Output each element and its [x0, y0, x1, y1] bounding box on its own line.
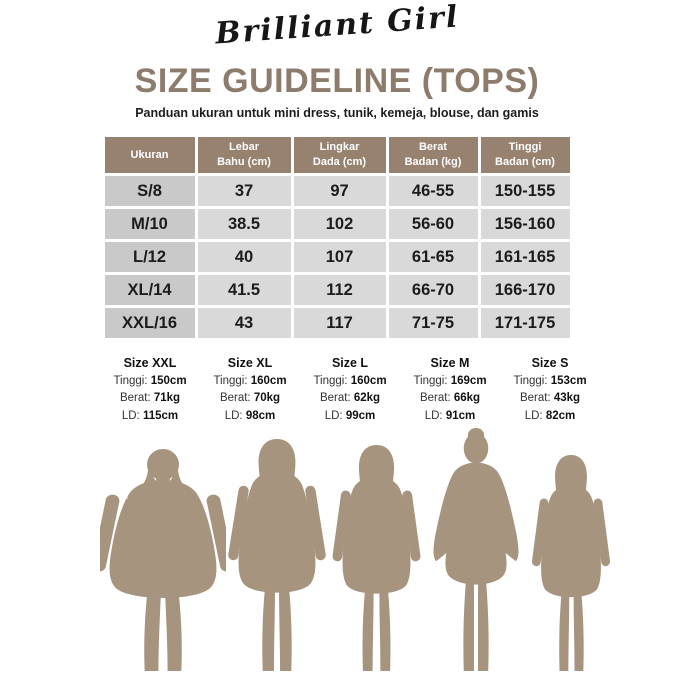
size-cell: S/8: [104, 176, 195, 206]
ld-spec: LD: 82cm: [524, 409, 576, 422]
size-card-s: Size S Tinggi: 153cm Berat: 43kg LD: 82c…: [500, 356, 600, 425]
brand-logo: Brilliant Girl: [213, 0, 461, 52]
tinggi-badan-cell: 166-170: [480, 275, 570, 305]
berat-badan-cell: 61-65: [388, 242, 478, 272]
lebar-bahu-cell: 40: [197, 242, 291, 272]
col-header-tinggi-badan: Tinggi Badan (cm): [480, 137, 570, 173]
page-title: SIZE GUIDELINE (TOPS): [134, 62, 540, 100]
female-silhouette-xxl: [100, 448, 226, 672]
lebar-bahu-cell: 41.5: [197, 275, 291, 305]
col-header-lingkar-dada: Lingkar Dada (cm): [293, 137, 386, 173]
col-header-ukuran: Ukuran: [104, 137, 195, 173]
ld-spec: LD: 115cm: [121, 409, 179, 422]
tinggi-badan-cell: 171-175: [480, 308, 570, 338]
lebar-bahu-cell: 43: [197, 308, 291, 338]
female-silhouette-s: [531, 454, 611, 672]
brand-logo-area: Brilliant Girl: [0, 0, 674, 60]
size-card-title: Size S: [531, 356, 569, 370]
header-row: Ukuran Lebar Bahu (cm) Lingkar Dada (cm)…: [104, 137, 570, 173]
size-table: Ukuran Lebar Bahu (cm) Lingkar Dada (cm)…: [102, 134, 573, 341]
tinggi-spec: Tinggi: 153cm: [513, 375, 587, 387]
size-card-xxl: Size XXL Tinggi: 150cm Berat: 71kg LD: 1…: [100, 356, 200, 425]
col-header-berat-badan: Berat Badan (kg): [388, 137, 478, 173]
berat-badan-cell: 46-55: [388, 176, 478, 206]
tinggi-spec: Tinggi: 169cm: [413, 375, 487, 387]
size-cell: M/10: [104, 209, 195, 239]
female-silhouette-xl: [228, 439, 326, 671]
lingkar-dada-cell: 112: [293, 275, 386, 305]
model-silhouettes: [100, 428, 611, 672]
lingkar-dada-cell: 102: [293, 209, 386, 239]
berat-badan-cell: 71-75: [388, 308, 478, 338]
page-subtitle: Panduan ukuran untuk mini dress, tunik, …: [135, 106, 539, 120]
table-row-l: L/12 40 107 61-65 161-165: [104, 242, 570, 272]
lebar-bahu-cell: 37: [197, 176, 291, 206]
tinggi-spec: Tinggi: 160cm: [213, 375, 287, 387]
lebar-bahu-cell: 38.5: [197, 209, 291, 239]
lingkar-dada-cell: 117: [293, 308, 386, 338]
berat-spec: Berat: 43kg: [519, 392, 581, 405]
size-card-title: Size XXL: [123, 356, 177, 370]
female-silhouette-l: [332, 444, 421, 672]
table-row-s: S/8 37 97 46-55 150-155: [104, 176, 570, 206]
ld-spec: LD: 98cm: [224, 409, 276, 422]
lingkar-dada-cell: 97: [293, 176, 386, 206]
berat-badan-cell: 56-60: [388, 209, 478, 239]
col-header-lebar-bahu: Lebar Bahu (cm): [197, 137, 291, 173]
size-table-body: S/8 37 97 46-55 150-155 M/10 38.5 102 56…: [104, 176, 570, 338]
model-spec-cards: Size XXL Tinggi: 150cm Berat: 71kg LD: 1…: [100, 356, 600, 425]
size-cell: XL/14: [104, 275, 195, 305]
size-card-m: Size M Tinggi: 169cm Berat: 66kg LD: 91c…: [400, 356, 500, 425]
tinggi-spec: Tinggi: 160cm: [313, 375, 387, 387]
size-card-xl: Size XL Tinggi: 160cm Berat: 70kg LD: 98…: [200, 356, 300, 425]
berat-badan-cell: 66-70: [388, 275, 478, 305]
berat-spec: Berat: 70kg: [219, 392, 281, 405]
size-card-title: Size XL: [227, 356, 273, 370]
berat-spec: Berat: 71kg: [119, 392, 181, 405]
size-card-l: Size L Tinggi: 160cm Berat: 62kg LD: 99c…: [300, 356, 400, 425]
table-row-xl: XL/14 41.5 112 66-70 166-170: [104, 275, 570, 305]
size-table-header: Ukuran Lebar Bahu (cm) Lingkar Dada (cm)…: [104, 137, 570, 173]
size-card-title: Size L: [331, 356, 369, 370]
female-silhouette-m: [433, 428, 519, 671]
berat-spec: Berat: 66kg: [419, 392, 481, 405]
lingkar-dada-cell: 107: [293, 242, 386, 272]
tinggi-badan-cell: 156-160: [480, 209, 570, 239]
berat-spec: Berat: 62kg: [319, 392, 381, 405]
size-cell: L/12: [104, 242, 195, 272]
size-card-title: Size M: [430, 356, 470, 370]
ld-spec: LD: 99cm: [324, 409, 376, 422]
table-row-m: M/10 38.5 102 56-60 156-160: [104, 209, 570, 239]
tinggi-badan-cell: 150-155: [480, 176, 570, 206]
tinggi-spec: Tinggi: 150cm: [113, 375, 187, 387]
ld-spec: LD: 91cm: [424, 409, 476, 422]
table-row-xxl: XXL/16 43 117 71-75 171-175: [104, 308, 570, 338]
size-cell: XXL/16: [104, 308, 195, 338]
tinggi-badan-cell: 161-165: [480, 242, 570, 272]
